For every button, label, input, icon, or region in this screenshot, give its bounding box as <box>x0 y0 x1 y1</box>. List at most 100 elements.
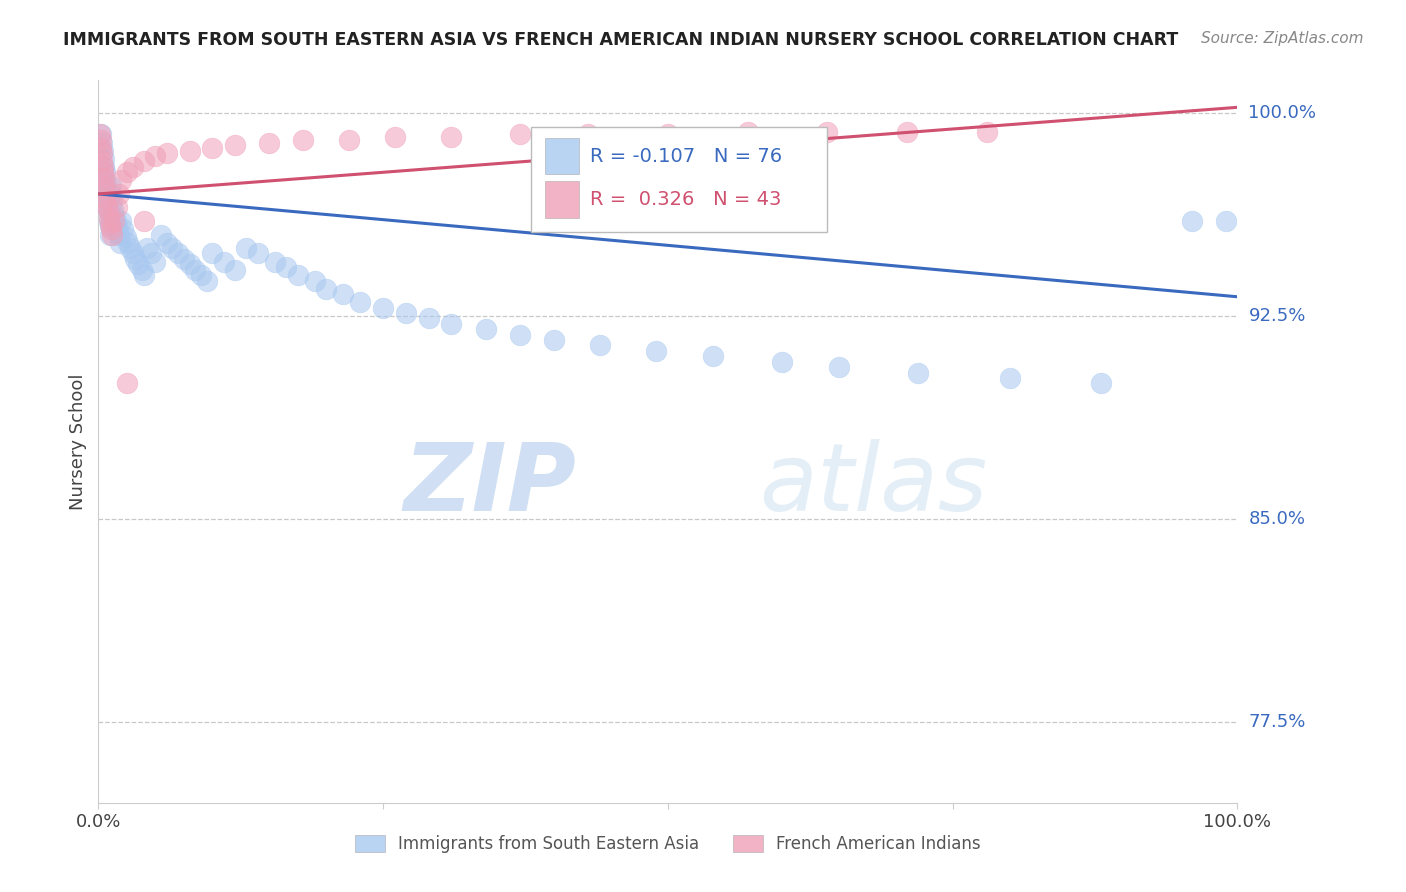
Point <box>97 211 120 226</box>
Point <box>101 227 124 242</box>
Point <box>121 160 143 174</box>
Point <box>107 225 129 239</box>
Point <box>124 252 146 266</box>
Point <box>509 327 531 342</box>
Point <box>115 376 138 391</box>
Point <box>201 246 224 260</box>
Point <box>179 257 201 271</box>
Point <box>90 141 112 155</box>
Point <box>145 254 167 268</box>
Text: R =  0.326   N = 43: R = 0.326 N = 43 <box>591 190 782 209</box>
Point <box>1181 214 1204 228</box>
Point <box>121 246 143 260</box>
Point <box>235 241 257 255</box>
Point <box>195 273 218 287</box>
Point <box>108 235 131 250</box>
Point <box>96 178 118 193</box>
Point <box>93 178 115 193</box>
Point <box>315 282 337 296</box>
Point <box>737 125 759 139</box>
Point <box>100 222 122 236</box>
Point <box>1090 376 1112 391</box>
Point <box>105 219 128 234</box>
Point <box>1215 214 1237 228</box>
Point <box>110 214 132 228</box>
Point <box>94 184 117 198</box>
Point <box>304 273 326 287</box>
Point <box>418 311 440 326</box>
Point <box>145 149 167 163</box>
Point <box>131 262 153 277</box>
Point <box>162 241 184 255</box>
Point <box>337 133 360 147</box>
Point <box>98 217 121 231</box>
Point <box>100 178 122 193</box>
Point <box>440 317 463 331</box>
Point <box>97 214 120 228</box>
Point <box>907 366 929 380</box>
Point <box>167 246 190 260</box>
Point <box>976 125 998 139</box>
Point <box>132 268 155 282</box>
Point <box>91 165 114 179</box>
Point <box>287 268 309 282</box>
Point <box>440 130 463 145</box>
Point <box>90 146 112 161</box>
Point <box>156 235 179 250</box>
Point <box>770 355 793 369</box>
Point <box>110 173 132 187</box>
Point <box>97 206 120 220</box>
Point <box>96 198 118 212</box>
Point <box>173 252 195 266</box>
Point <box>815 125 838 139</box>
Point <box>543 333 565 347</box>
Point <box>94 192 117 206</box>
Point <box>105 201 128 215</box>
Point <box>190 268 212 282</box>
Point <box>246 246 269 260</box>
Point <box>212 254 235 268</box>
Text: R = -0.107   N = 76: R = -0.107 N = 76 <box>591 146 783 166</box>
Point <box>90 133 112 147</box>
FancyBboxPatch shape <box>546 181 579 218</box>
Point <box>94 165 117 179</box>
Point <box>98 227 121 242</box>
Point <box>96 201 118 215</box>
Point <box>94 173 117 187</box>
Y-axis label: Nursery School: Nursery School <box>69 373 87 510</box>
Point <box>702 349 724 363</box>
Point <box>91 160 114 174</box>
Text: Source: ZipAtlas.com: Source: ZipAtlas.com <box>1201 31 1364 46</box>
Point <box>509 128 531 142</box>
Point <box>645 343 668 358</box>
Text: IMMIGRANTS FROM SOUTH EASTERN ASIA VS FRENCH AMERICAN INDIAN NURSERY SCHOOL CORR: IMMIGRANTS FROM SOUTH EASTERN ASIA VS FR… <box>63 31 1178 49</box>
Point <box>96 186 118 201</box>
Point <box>108 227 131 242</box>
Point <box>112 222 135 236</box>
Point <box>90 136 112 150</box>
Text: 92.5%: 92.5% <box>1249 307 1306 325</box>
Point <box>150 227 173 242</box>
Point <box>259 136 281 150</box>
Point <box>395 306 418 320</box>
Point <box>292 133 315 147</box>
Point <box>96 203 118 218</box>
Point <box>657 128 679 142</box>
Text: 77.5%: 77.5% <box>1249 713 1306 731</box>
Point <box>93 170 115 185</box>
Point <box>90 154 112 169</box>
Point <box>998 371 1021 385</box>
Point <box>93 160 115 174</box>
Point <box>384 130 406 145</box>
Point <box>136 241 159 255</box>
Point <box>588 338 610 352</box>
Point <box>156 146 179 161</box>
Point <box>93 152 115 166</box>
Point <box>828 360 851 375</box>
Point <box>103 214 125 228</box>
Point <box>100 186 122 201</box>
Point <box>127 257 149 271</box>
Text: ZIP: ZIP <box>404 439 576 531</box>
Point <box>201 141 224 155</box>
Point <box>474 322 496 336</box>
